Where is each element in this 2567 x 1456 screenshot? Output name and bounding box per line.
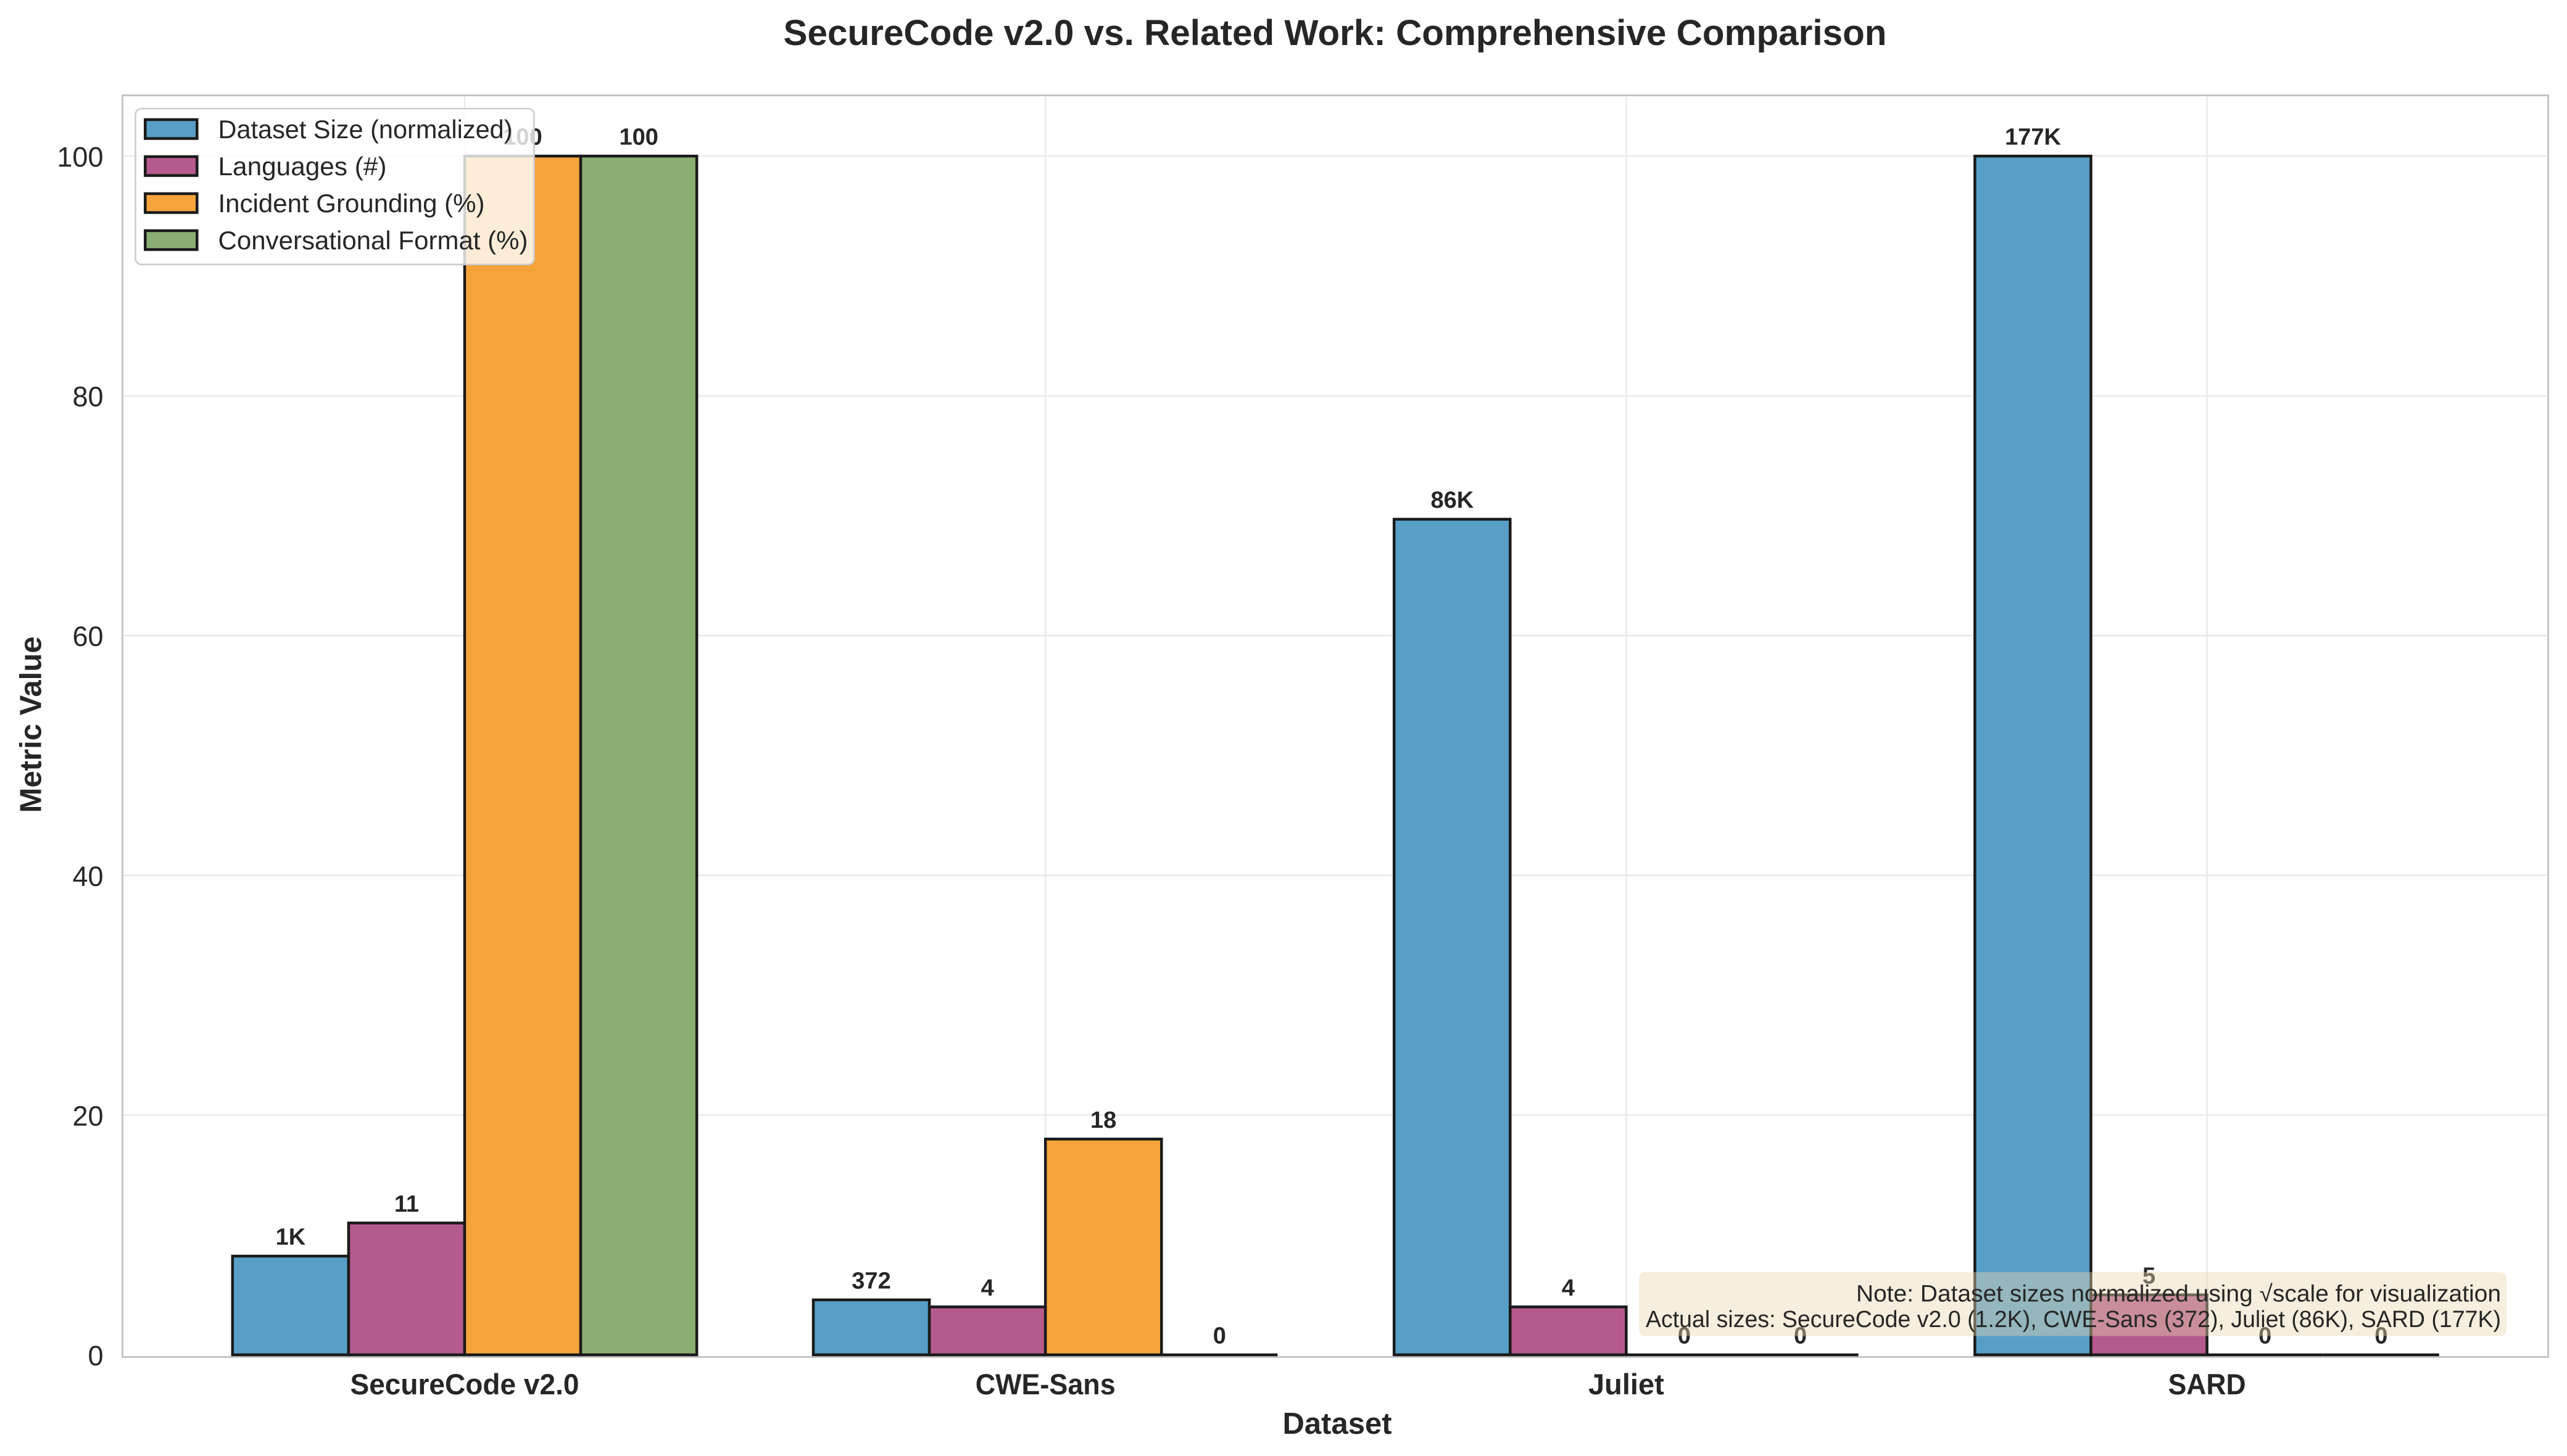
svg-text:0: 0	[2374, 1323, 2387, 1349]
svg-text:372: 372	[852, 1268, 890, 1294]
svg-text:60: 60	[72, 621, 103, 652]
svg-text:CWE-Sans: CWE-Sans	[976, 1368, 1116, 1400]
svg-text:SecureCode v2.0: SecureCode v2.0	[350, 1368, 579, 1400]
svg-text:40: 40	[72, 861, 103, 892]
svg-text:86K: 86K	[1430, 487, 1474, 513]
svg-text:80: 80	[72, 381, 103, 413]
svg-text:100: 100	[619, 125, 658, 151]
svg-text:Dataset Size (normalized): Dataset Size (normalized)	[218, 115, 513, 144]
svg-text:18: 18	[1090, 1107, 1116, 1133]
svg-text:SARD: SARD	[2168, 1368, 2246, 1400]
svg-text:0: 0	[1794, 1323, 1807, 1349]
svg-text:0: 0	[88, 1340, 103, 1371]
svg-text:Actual sizes: SecureCode v2.0: Actual sizes: SecureCode v2.0 (1.2K), CW…	[1646, 1307, 2501, 1333]
svg-text:177K: 177K	[2005, 125, 2061, 151]
svg-text:SecureCode v2.0 vs. Related Wo: SecureCode v2.0 vs. Related Work: Compre…	[784, 13, 1887, 53]
svg-text:0: 0	[1213, 1323, 1226, 1349]
svg-text:100: 100	[57, 141, 103, 173]
svg-text:Incident Grounding (%): Incident Grounding (%)	[218, 189, 485, 218]
svg-text:20: 20	[72, 1100, 103, 1131]
svg-text:0: 0	[2258, 1323, 2271, 1349]
svg-text:Dataset: Dataset	[1282, 1407, 1391, 1441]
svg-text:Conversational Format (%): Conversational Format (%)	[218, 226, 528, 255]
svg-text:Languages (#): Languages (#)	[218, 152, 387, 181]
svg-text:Juliet: Juliet	[1588, 1368, 1664, 1400]
svg-text:4: 4	[981, 1275, 994, 1301]
svg-text:4: 4	[1562, 1275, 1575, 1301]
svg-text:Note: Dataset sizes normalized: Note: Dataset sizes normalized using √sc…	[1856, 1281, 2501, 1307]
svg-text:11: 11	[394, 1191, 419, 1217]
svg-text:Metric Value: Metric Value	[15, 637, 48, 813]
svg-text:5: 5	[2142, 1263, 2155, 1289]
svg-text:0: 0	[1678, 1323, 1691, 1349]
svg-text:1K: 1K	[276, 1225, 306, 1251]
